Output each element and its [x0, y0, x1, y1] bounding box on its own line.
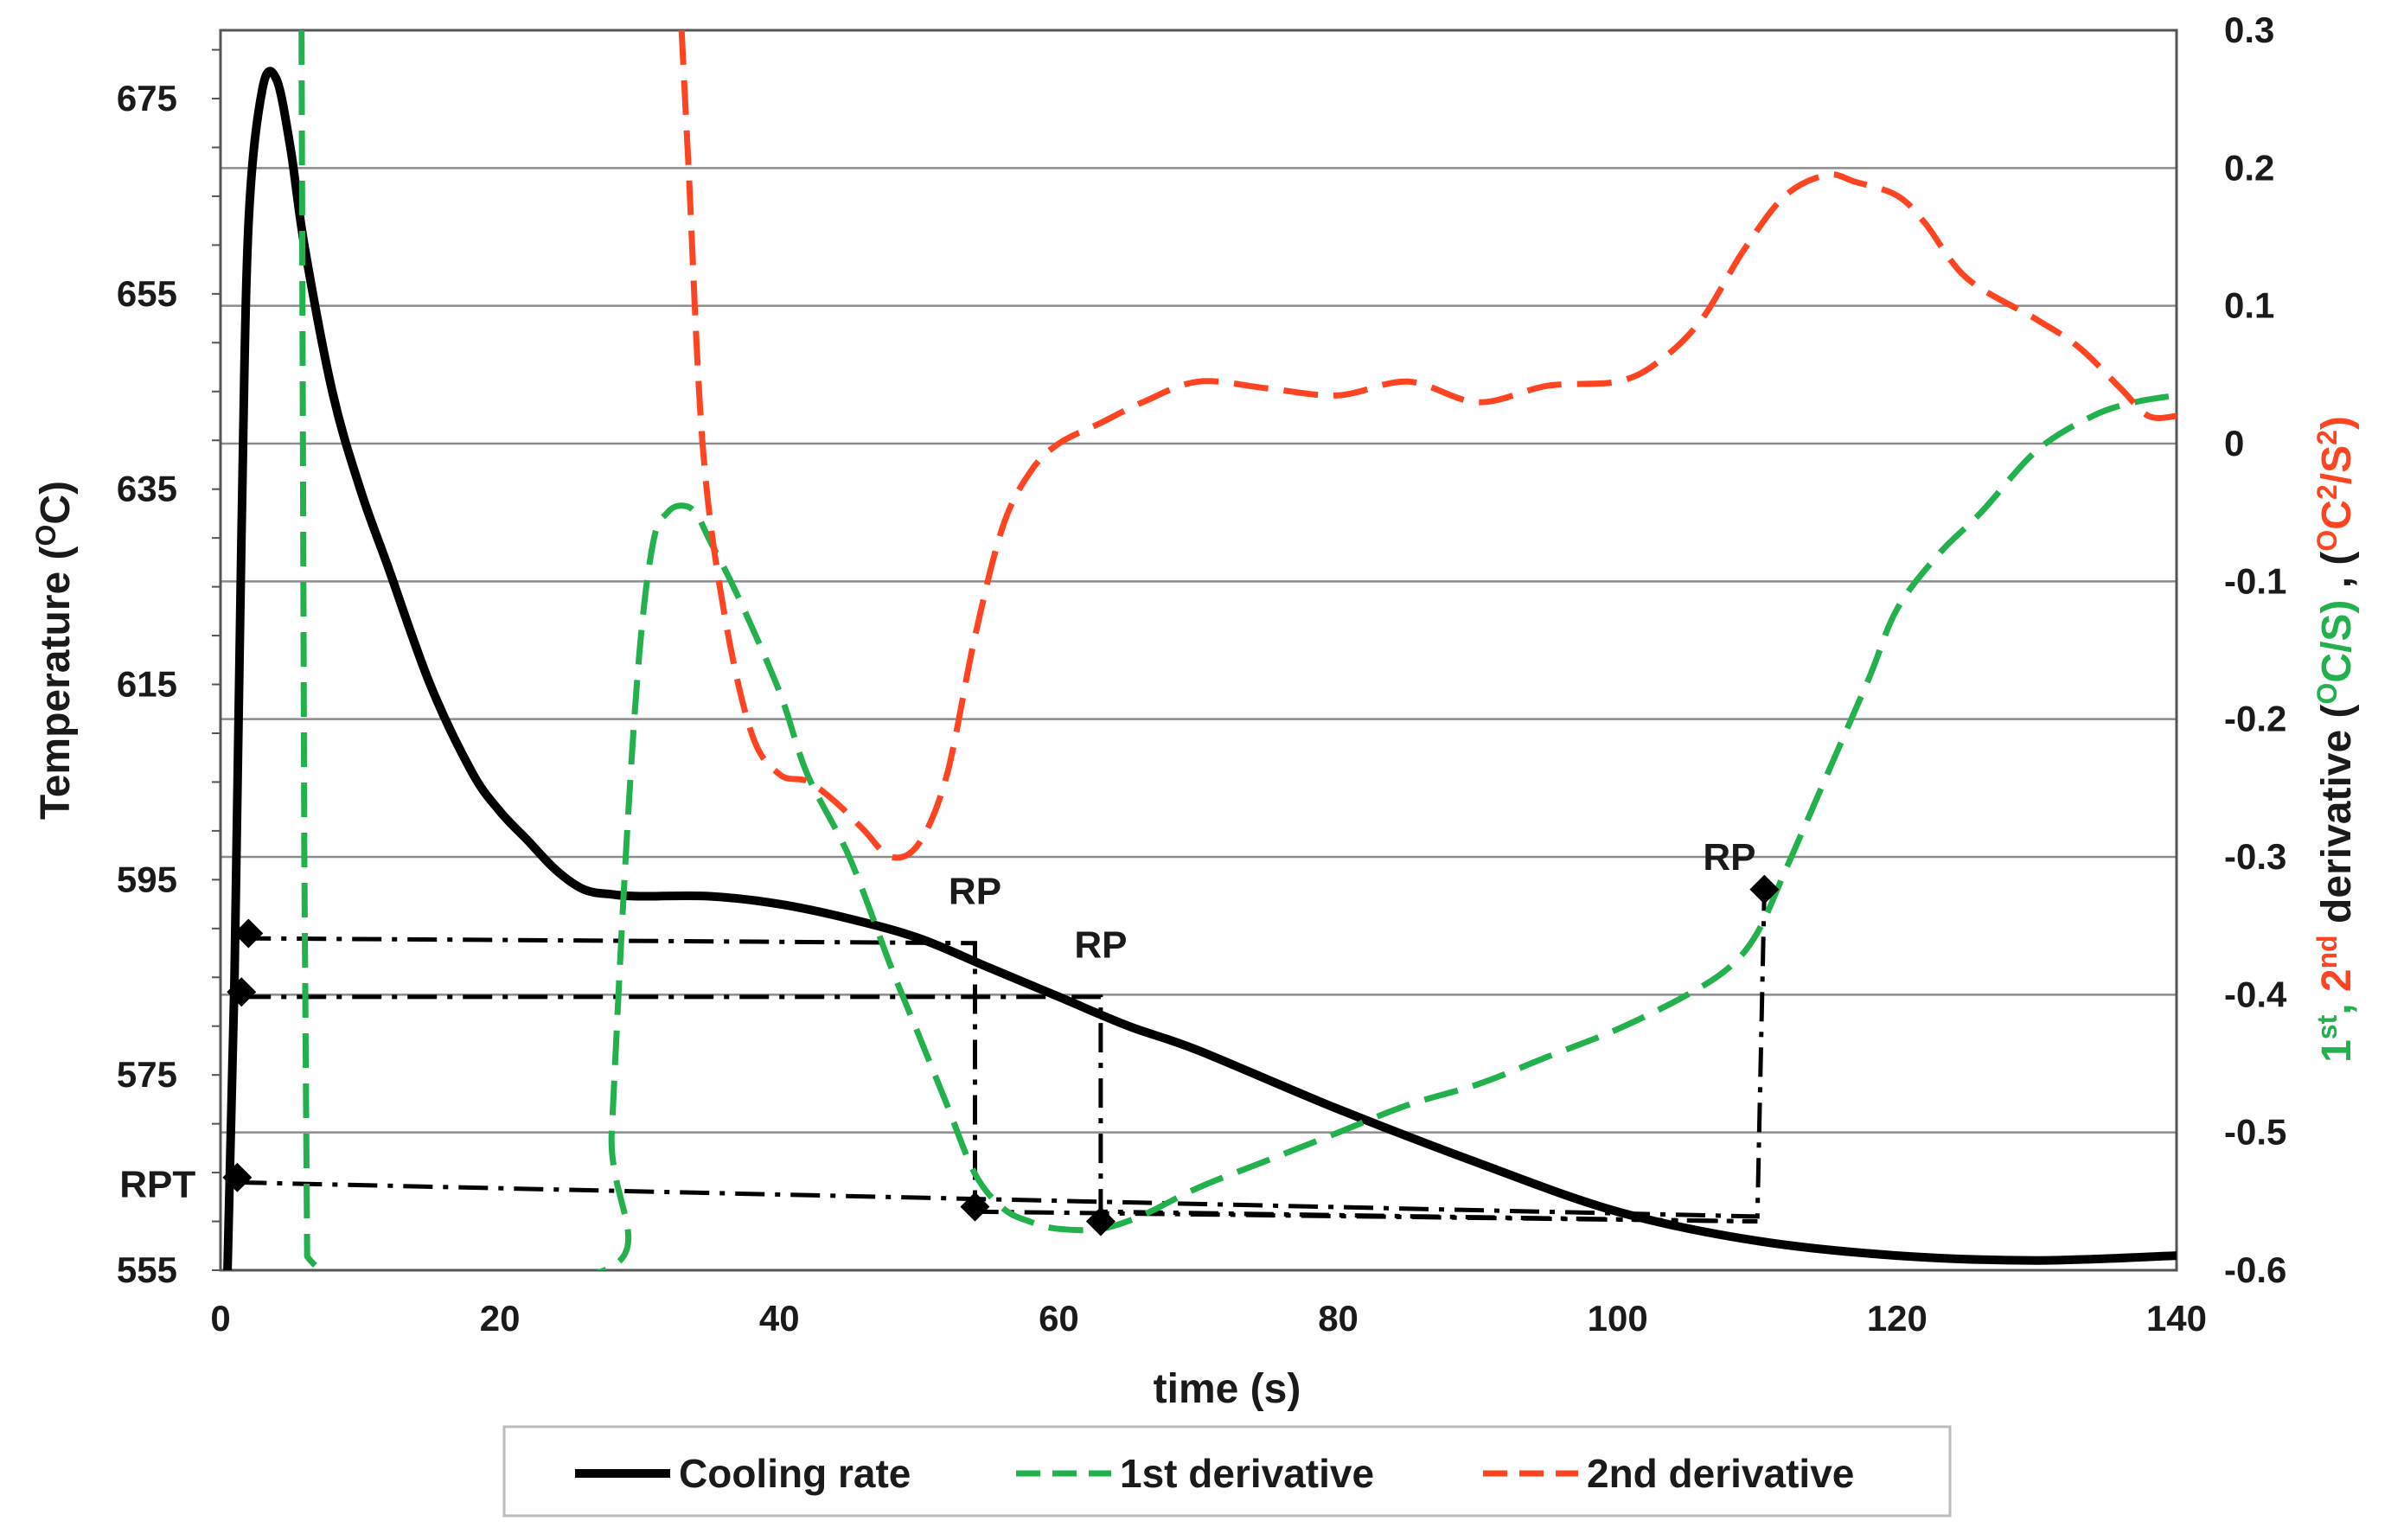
annotation-label: RPT	[119, 1163, 195, 1205]
y2-axis-title-part: , (	[2314, 552, 2360, 600]
guide-lines	[237, 889, 1767, 1224]
x-tick-label: 120	[1867, 1298, 1928, 1339]
x-tick-label: 60	[1039, 1298, 1079, 1339]
y2-tick-label: -0.1	[2224, 560, 2286, 601]
x-tick-label: 100	[1588, 1298, 1648, 1339]
annotations: RP RP RP RPT	[119, 836, 1755, 1205]
y-tick-label: 615	[117, 664, 177, 705]
series-1st-derivative	[298, 30, 2177, 1270]
rp-marker	[227, 977, 257, 1007]
annotation-label: RP	[1074, 924, 1127, 967]
y-axis-title: Temperature (OC)	[30, 481, 79, 820]
annotation-label: RP	[949, 871, 1001, 913]
left-axis-minor-ticks	[212, 48, 221, 1271]
x-tick-label: 20	[480, 1298, 521, 1339]
y2-axis-title-part: 2	[2311, 430, 2343, 445]
y-tick-label: 575	[117, 1054, 177, 1095]
y2-tick-label: 0	[2224, 423, 2244, 463]
y2-tick-label: -0.2	[2224, 699, 2286, 739]
y2-axis-title-part: st	[2311, 1014, 2343, 1039]
x-tick-label: 80	[1318, 1298, 1359, 1339]
rp-marker	[1749, 874, 1780, 904]
series-lines	[223, 30, 2177, 1270]
legend-label: Cooling rate	[679, 1451, 911, 1496]
y2-axis-title-part: C/S)	[2314, 600, 2360, 683]
y2-tick-label: -0.4	[2224, 974, 2287, 1014]
y-axis-title-part: Temperature (	[33, 546, 79, 821]
rp-markers	[222, 874, 1780, 1236]
legend: Cooling rate 1st derivative 2nd derivative	[502, 1425, 1952, 1518]
x-tick-label: 140	[2146, 1298, 2207, 1339]
y2-axis-title-part: )	[2314, 416, 2360, 430]
y-tick-label: 635	[117, 469, 177, 509]
y2-axis-title-part: 2	[2314, 968, 2360, 992]
x-tick-label: 0	[210, 1298, 230, 1339]
y2-tick-label: -0.5	[2224, 1112, 2286, 1153]
y2-axis-title-part: ,	[2314, 992, 2360, 1015]
y2-axis-title: 1st, 2nd derivative (OC/S) , (OC2/S2)	[2311, 416, 2360, 1063]
legend-box	[502, 1425, 1952, 1518]
y2-tick-label: 0.2	[2224, 147, 2274, 188]
annotation-label: RP	[1703, 836, 1755, 879]
rp-marker	[233, 918, 264, 949]
rp-marker	[222, 1162, 253, 1192]
y2-axis-title-part: derivative (	[2314, 704, 2360, 935]
rp-marker	[1085, 1206, 1116, 1236]
x-axis-title: time (s)	[1154, 1366, 1301, 1412]
y-tick-label: 655	[117, 273, 177, 314]
guide-line	[241, 994, 1758, 1224]
y-tick-label: 675	[117, 78, 177, 118]
series-2nd-derivative	[678, 30, 2177, 861]
series-cooling-rate	[223, 67, 2177, 1270]
y-axis-title-part: C)	[33, 481, 79, 525]
y2-axis-title-part: O	[2311, 530, 2343, 552]
rp-marker	[960, 1192, 990, 1222]
guide-line	[237, 889, 1767, 1219]
y2-axis-title-part: nd	[2311, 935, 2343, 968]
legend-label: 1st derivative	[1120, 1451, 1374, 1496]
y2-tick-label: -0.6	[2224, 1249, 2286, 1290]
y2-axis-title-part: /S	[2314, 445, 2360, 484]
y-tick-label: 555	[117, 1249, 177, 1290]
y2-axis-title-part: 1	[2314, 1039, 2360, 1063]
y-axis-title-part: O	[30, 525, 61, 546]
y2-tick-label: -0.3	[2224, 836, 2286, 877]
y2-axis-title-part: O	[2311, 683, 2343, 705]
y2-axis-title-part: C	[2314, 500, 2360, 530]
y2-tick-label: 0.3	[2224, 10, 2274, 50]
y-tick-label: 595	[117, 859, 177, 899]
y2-axis-title-part: 2	[2311, 484, 2343, 500]
legend-label: 2nd derivative	[1587, 1451, 1854, 1496]
plot-area-frame	[219, 29, 2178, 1272]
y2-tick-label: 0.1	[2224, 285, 2274, 326]
x-tick-label: 40	[759, 1298, 800, 1339]
